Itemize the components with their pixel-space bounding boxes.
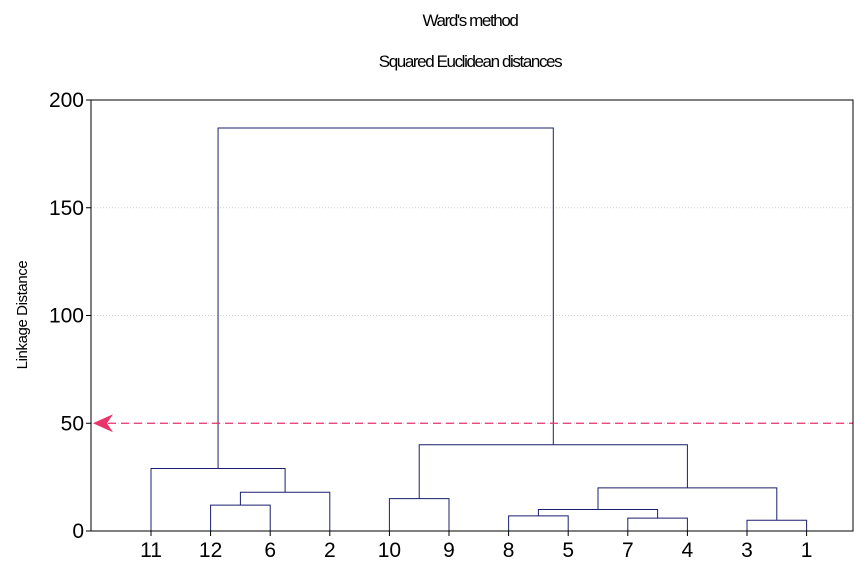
chart-subtitle: Squared Euclidean distances	[379, 52, 562, 71]
dendrogram-link-3	[210, 504, 271, 531]
y-tick-label-150: 150	[49, 197, 84, 220]
y-tick-label-50: 50	[61, 412, 84, 435]
y-axis-label: Linkage Distance	[14, 261, 31, 370]
y-tick-label-0: 0	[72, 520, 84, 543]
dendrogram-link-0	[508, 515, 569, 531]
y-axis-ticks: 0 50 100 150 200	[49, 89, 91, 543]
leaf-label-10: 10	[378, 539, 401, 562]
cutoff-line	[93, 414, 853, 433]
dendrogram-link-8	[150, 468, 286, 531]
dendrogram-link-4	[388, 498, 450, 531]
leaf-label-4: 4	[682, 539, 694, 562]
dendrogram-link-7	[597, 487, 778, 521]
leaf-label-3: 3	[741, 539, 753, 562]
leaf-label-2: 2	[324, 539, 336, 562]
dendrogram-link-2	[746, 519, 808, 531]
leaf-label-8: 8	[503, 539, 515, 562]
cutoff-arrowhead-icon	[93, 414, 113, 433]
chart-title: Ward's method	[423, 11, 519, 30]
dendrogram-link-5	[239, 491, 331, 531]
y-tick-label-100: 100	[49, 305, 84, 328]
dendrogram-link-1	[627, 517, 688, 531]
grid-lines	[91, 207, 853, 424]
dendrogram-link-9	[418, 444, 688, 499]
leaf-label-12: 12	[199, 539, 222, 562]
leaf-label-7: 7	[622, 539, 634, 562]
dendrogram-links	[150, 127, 808, 531]
leaf-label-6: 6	[264, 539, 276, 562]
dendrogram-link-10	[217, 127, 554, 469]
leaf-label-1: 1	[801, 539, 813, 562]
x-axis-ticks: 11 12 6 2 10 9 8 5 7 4 3 1	[140, 531, 812, 562]
dendrogram-link-6	[537, 508, 659, 519]
leaf-label-11: 11	[140, 539, 162, 562]
y-tick-label-200: 200	[49, 89, 84, 112]
leaf-label-9: 9	[443, 539, 455, 562]
leaf-label-5: 5	[562, 539, 574, 562]
